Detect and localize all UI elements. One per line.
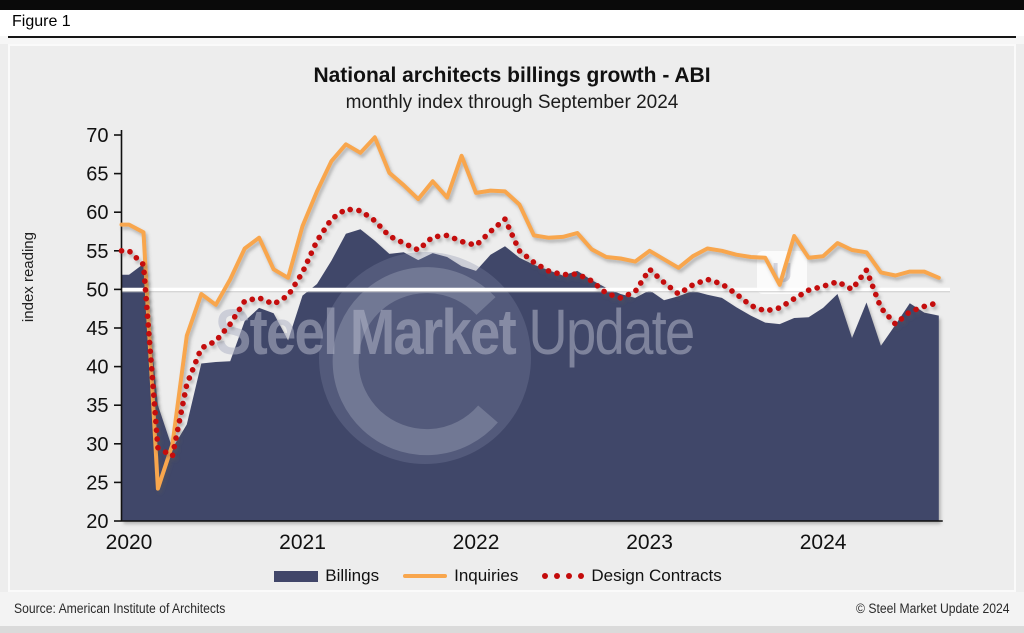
axis-labels: 20 25 30 35 40 45 50 55 60 65 70 2020 2021 2022 2023 20… — [86, 125, 847, 554]
billings-swatch — [274, 570, 319, 582]
svg-text:2024: 2024 — [800, 531, 847, 554]
reference-line-50 — [121, 287, 950, 293]
figure-label: Figure 1 — [12, 13, 71, 30]
legend-label-billings: Billings — [325, 566, 380, 585]
svg-text:45: 45 — [86, 318, 108, 340]
inquiries-swatch — [403, 574, 448, 578]
svg-text:35: 35 — [86, 395, 108, 417]
svg-text:25: 25 — [86, 472, 108, 494]
watermark: U Steel Market Update — [215, 251, 807, 464]
legend-item-billings: Billings — [274, 566, 379, 586]
legend-item-inquiries: Inquiries — [403, 566, 518, 586]
legend-label-inquiries: Inquiries — [454, 566, 519, 585]
legend-item-design-contracts: Design Contracts — [542, 566, 722, 586]
copyright-text: © Steel Market Update 2024 — [856, 601, 1010, 616]
y-axis-title: index reading — [20, 232, 37, 323]
svg-text:2022: 2022 — [453, 531, 500, 554]
figure-header-row: Figure 1 — [0, 10, 1024, 36]
axes — [114, 130, 943, 522]
legend-label-design-contracts: Design Contracts — [591, 566, 722, 585]
svg-text:30: 30 — [86, 434, 108, 456]
chart-canvas: U Steel Market Update 20 25 30 35 40 45 50 55 60… — [86, 125, 950, 554]
source-text: Source: American Institute of Architects — [14, 601, 226, 616]
watermark-crescent — [332, 267, 498, 456]
svg-text:2021: 2021 — [279, 531, 326, 554]
svg-text:20: 20 — [86, 511, 108, 533]
chart-title: National architects billings growth - AB… — [313, 64, 711, 87]
svg-text:50: 50 — [86, 279, 108, 301]
watermark-circle — [319, 252, 531, 464]
svg-text:65: 65 — [86, 164, 108, 186]
footer: Source: American Institute of Architects… — [0, 592, 1024, 626]
top-black-bar — [0, 0, 1024, 10]
billings-area-series — [121, 229, 939, 521]
svg-text:2020: 2020 — [106, 531, 153, 554]
svg-text:55: 55 — [86, 241, 108, 263]
svg-text:40: 40 — [86, 357, 108, 379]
legend: Billings Inquiries Design Contracts — [0, 566, 1010, 586]
svg-text:60: 60 — [86, 202, 108, 224]
bottom-strip — [0, 626, 1024, 633]
chart-subtitle: monthly index through September 2024 — [345, 92, 679, 113]
inquiries-line-series — [119, 135, 941, 491]
design-contracts-swatch — [542, 573, 585, 579]
svg-text:70: 70 — [86, 125, 108, 147]
header-divider — [8, 36, 1016, 38]
watermark-title: Steel Market Update — [215, 296, 694, 368]
svg-text:2023: 2023 — [626, 531, 673, 554]
design-contracts-dotted-series — [118, 206, 942, 459]
